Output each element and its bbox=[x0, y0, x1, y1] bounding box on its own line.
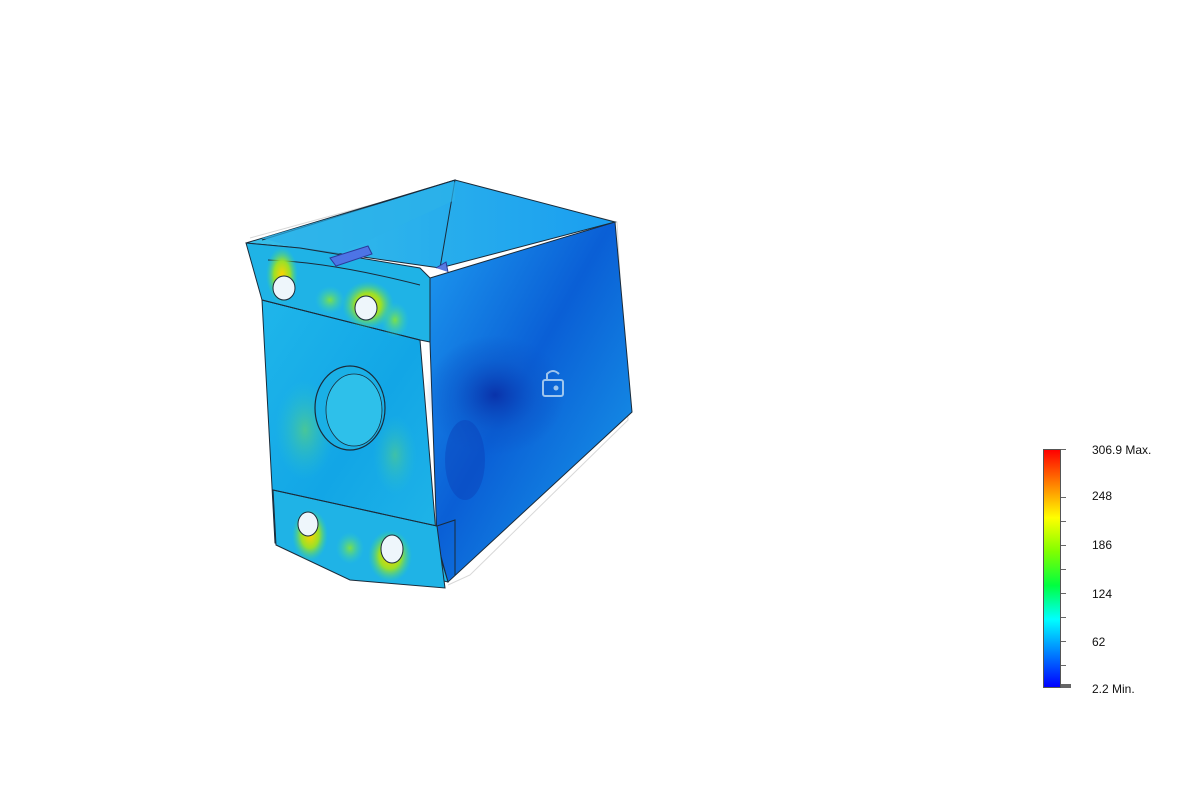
legend-max-label: 306.9 Max. bbox=[1092, 443, 1152, 457]
legend-min-label: 2.2 Min. bbox=[1092, 682, 1135, 696]
bolt-hole bbox=[297, 511, 319, 537]
bolt-hole bbox=[272, 275, 296, 301]
legend-tick bbox=[1061, 665, 1066, 666]
legend-tick bbox=[1061, 617, 1066, 618]
legend-tick bbox=[1061, 521, 1066, 522]
legend-tick bbox=[1061, 569, 1066, 570]
top-pin bbox=[329, 245, 373, 267]
legend-tick bbox=[1061, 497, 1066, 498]
bolt-hole bbox=[354, 295, 378, 321]
legend-tick bbox=[1061, 593, 1066, 594]
legend-tick bbox=[1061, 545, 1066, 546]
legend-tick-label: 62 bbox=[1092, 635, 1106, 649]
legend-color-bar bbox=[1043, 449, 1061, 688]
bolt-hole bbox=[380, 534, 404, 564]
legend-tick-label: 124 bbox=[1092, 587, 1113, 601]
legend-min-marker bbox=[1061, 684, 1071, 688]
legend-tick-label: 248 bbox=[1092, 489, 1113, 503]
lock-icon bbox=[542, 370, 564, 397]
legend-tick bbox=[1061, 449, 1066, 450]
stress-legend: 306.9 Max. 248 186 124 62 2.2 Min. bbox=[1030, 440, 1180, 700]
legend-tick bbox=[1061, 641, 1066, 642]
legend-tick-label: 186 bbox=[1092, 538, 1113, 552]
